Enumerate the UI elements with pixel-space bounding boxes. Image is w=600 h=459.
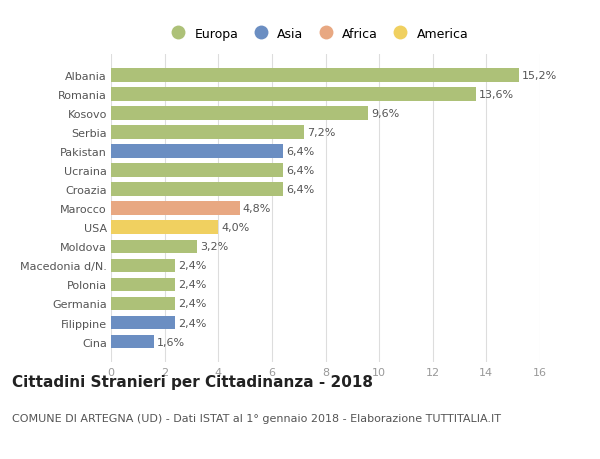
Text: 2,4%: 2,4% bbox=[179, 261, 207, 271]
Text: 2,4%: 2,4% bbox=[179, 299, 207, 309]
Bar bbox=[111, 240, 197, 254]
Bar bbox=[111, 202, 240, 216]
Legend: Europa, Asia, Africa, America: Europa, Asia, Africa, America bbox=[166, 28, 468, 40]
Bar bbox=[111, 259, 175, 273]
Text: 2,4%: 2,4% bbox=[179, 318, 207, 328]
Text: 13,6%: 13,6% bbox=[479, 90, 514, 100]
Bar bbox=[111, 316, 175, 330]
Text: 6,4%: 6,4% bbox=[286, 147, 314, 157]
Text: COMUNE DI ARTEGNA (UD) - Dati ISTAT al 1° gennaio 2018 - Elaborazione TUTTITALIA: COMUNE DI ARTEGNA (UD) - Dati ISTAT al 1… bbox=[12, 413, 501, 423]
Bar bbox=[111, 164, 283, 178]
Bar bbox=[111, 183, 283, 197]
Bar bbox=[111, 221, 218, 235]
Text: 4,8%: 4,8% bbox=[243, 204, 271, 214]
Bar bbox=[111, 126, 304, 140]
Bar bbox=[111, 297, 175, 311]
Bar bbox=[111, 69, 518, 83]
Text: 15,2%: 15,2% bbox=[522, 71, 557, 81]
Text: 6,4%: 6,4% bbox=[286, 185, 314, 195]
Bar bbox=[111, 278, 175, 291]
Bar bbox=[111, 335, 154, 349]
Text: 4,0%: 4,0% bbox=[221, 223, 250, 233]
Text: 6,4%: 6,4% bbox=[286, 166, 314, 176]
Bar bbox=[111, 88, 476, 102]
Text: 9,6%: 9,6% bbox=[371, 109, 400, 119]
Text: 7,2%: 7,2% bbox=[307, 128, 335, 138]
Text: Cittadini Stranieri per Cittadinanza - 2018: Cittadini Stranieri per Cittadinanza - 2… bbox=[12, 374, 373, 389]
Text: 1,6%: 1,6% bbox=[157, 337, 185, 347]
Bar bbox=[111, 145, 283, 159]
Bar bbox=[111, 107, 368, 121]
Text: 2,4%: 2,4% bbox=[179, 280, 207, 290]
Text: 3,2%: 3,2% bbox=[200, 242, 228, 252]
